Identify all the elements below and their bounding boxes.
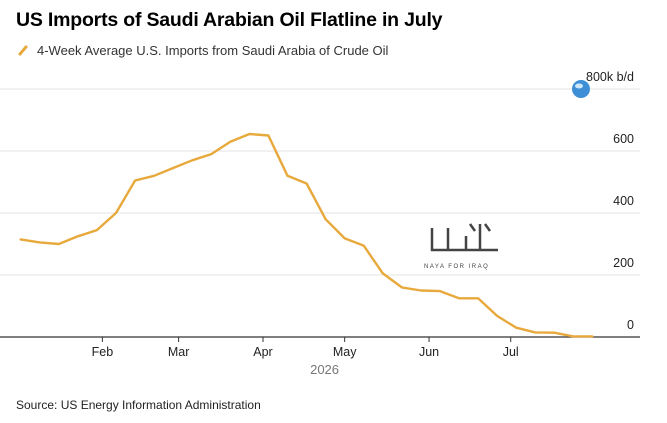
source-note: Source: US Energy Information Administra…	[16, 398, 261, 412]
x-tick-label: Feb	[92, 345, 114, 359]
gridlines	[0, 88, 640, 338]
x-tick-label: May	[333, 345, 357, 359]
legend: 4-Week Average U.S. Imports from Saudi A…	[16, 43, 388, 58]
series-line	[19, 132, 594, 338]
chart-title: US Imports of Saudi Arabian Oil Flatline…	[16, 9, 443, 31]
globe-icon	[572, 80, 590, 98]
series-lines	[19, 132, 594, 338]
x-tick-label: Apr	[253, 345, 272, 359]
watermark-text: NAYA FOR IRAQ	[424, 264, 489, 270]
y-tick-label: 0	[627, 318, 634, 332]
watermark-logo: NAYA FOR IRAQ	[424, 223, 498, 270]
x-axis-ticks: Feb Mar Apr May Jun Jul	[92, 337, 519, 359]
x-tick-label: Jul	[503, 345, 519, 359]
y-axis-tick-labels: 0 200 400 600 800k b/d	[586, 70, 634, 332]
x-tick-label: Mar	[168, 345, 190, 359]
y-tick-label: 200	[613, 256, 634, 270]
x-axis-year-label: 2026	[310, 362, 339, 377]
x-tick-label: Jun	[419, 345, 439, 359]
y-tick-label: 600	[613, 132, 634, 146]
y-tick-label: 800k b/d	[586, 70, 634, 84]
y-tick-label: 400	[613, 194, 634, 208]
legend-label: 4-Week Average U.S. Imports from Saudi A…	[37, 43, 389, 58]
